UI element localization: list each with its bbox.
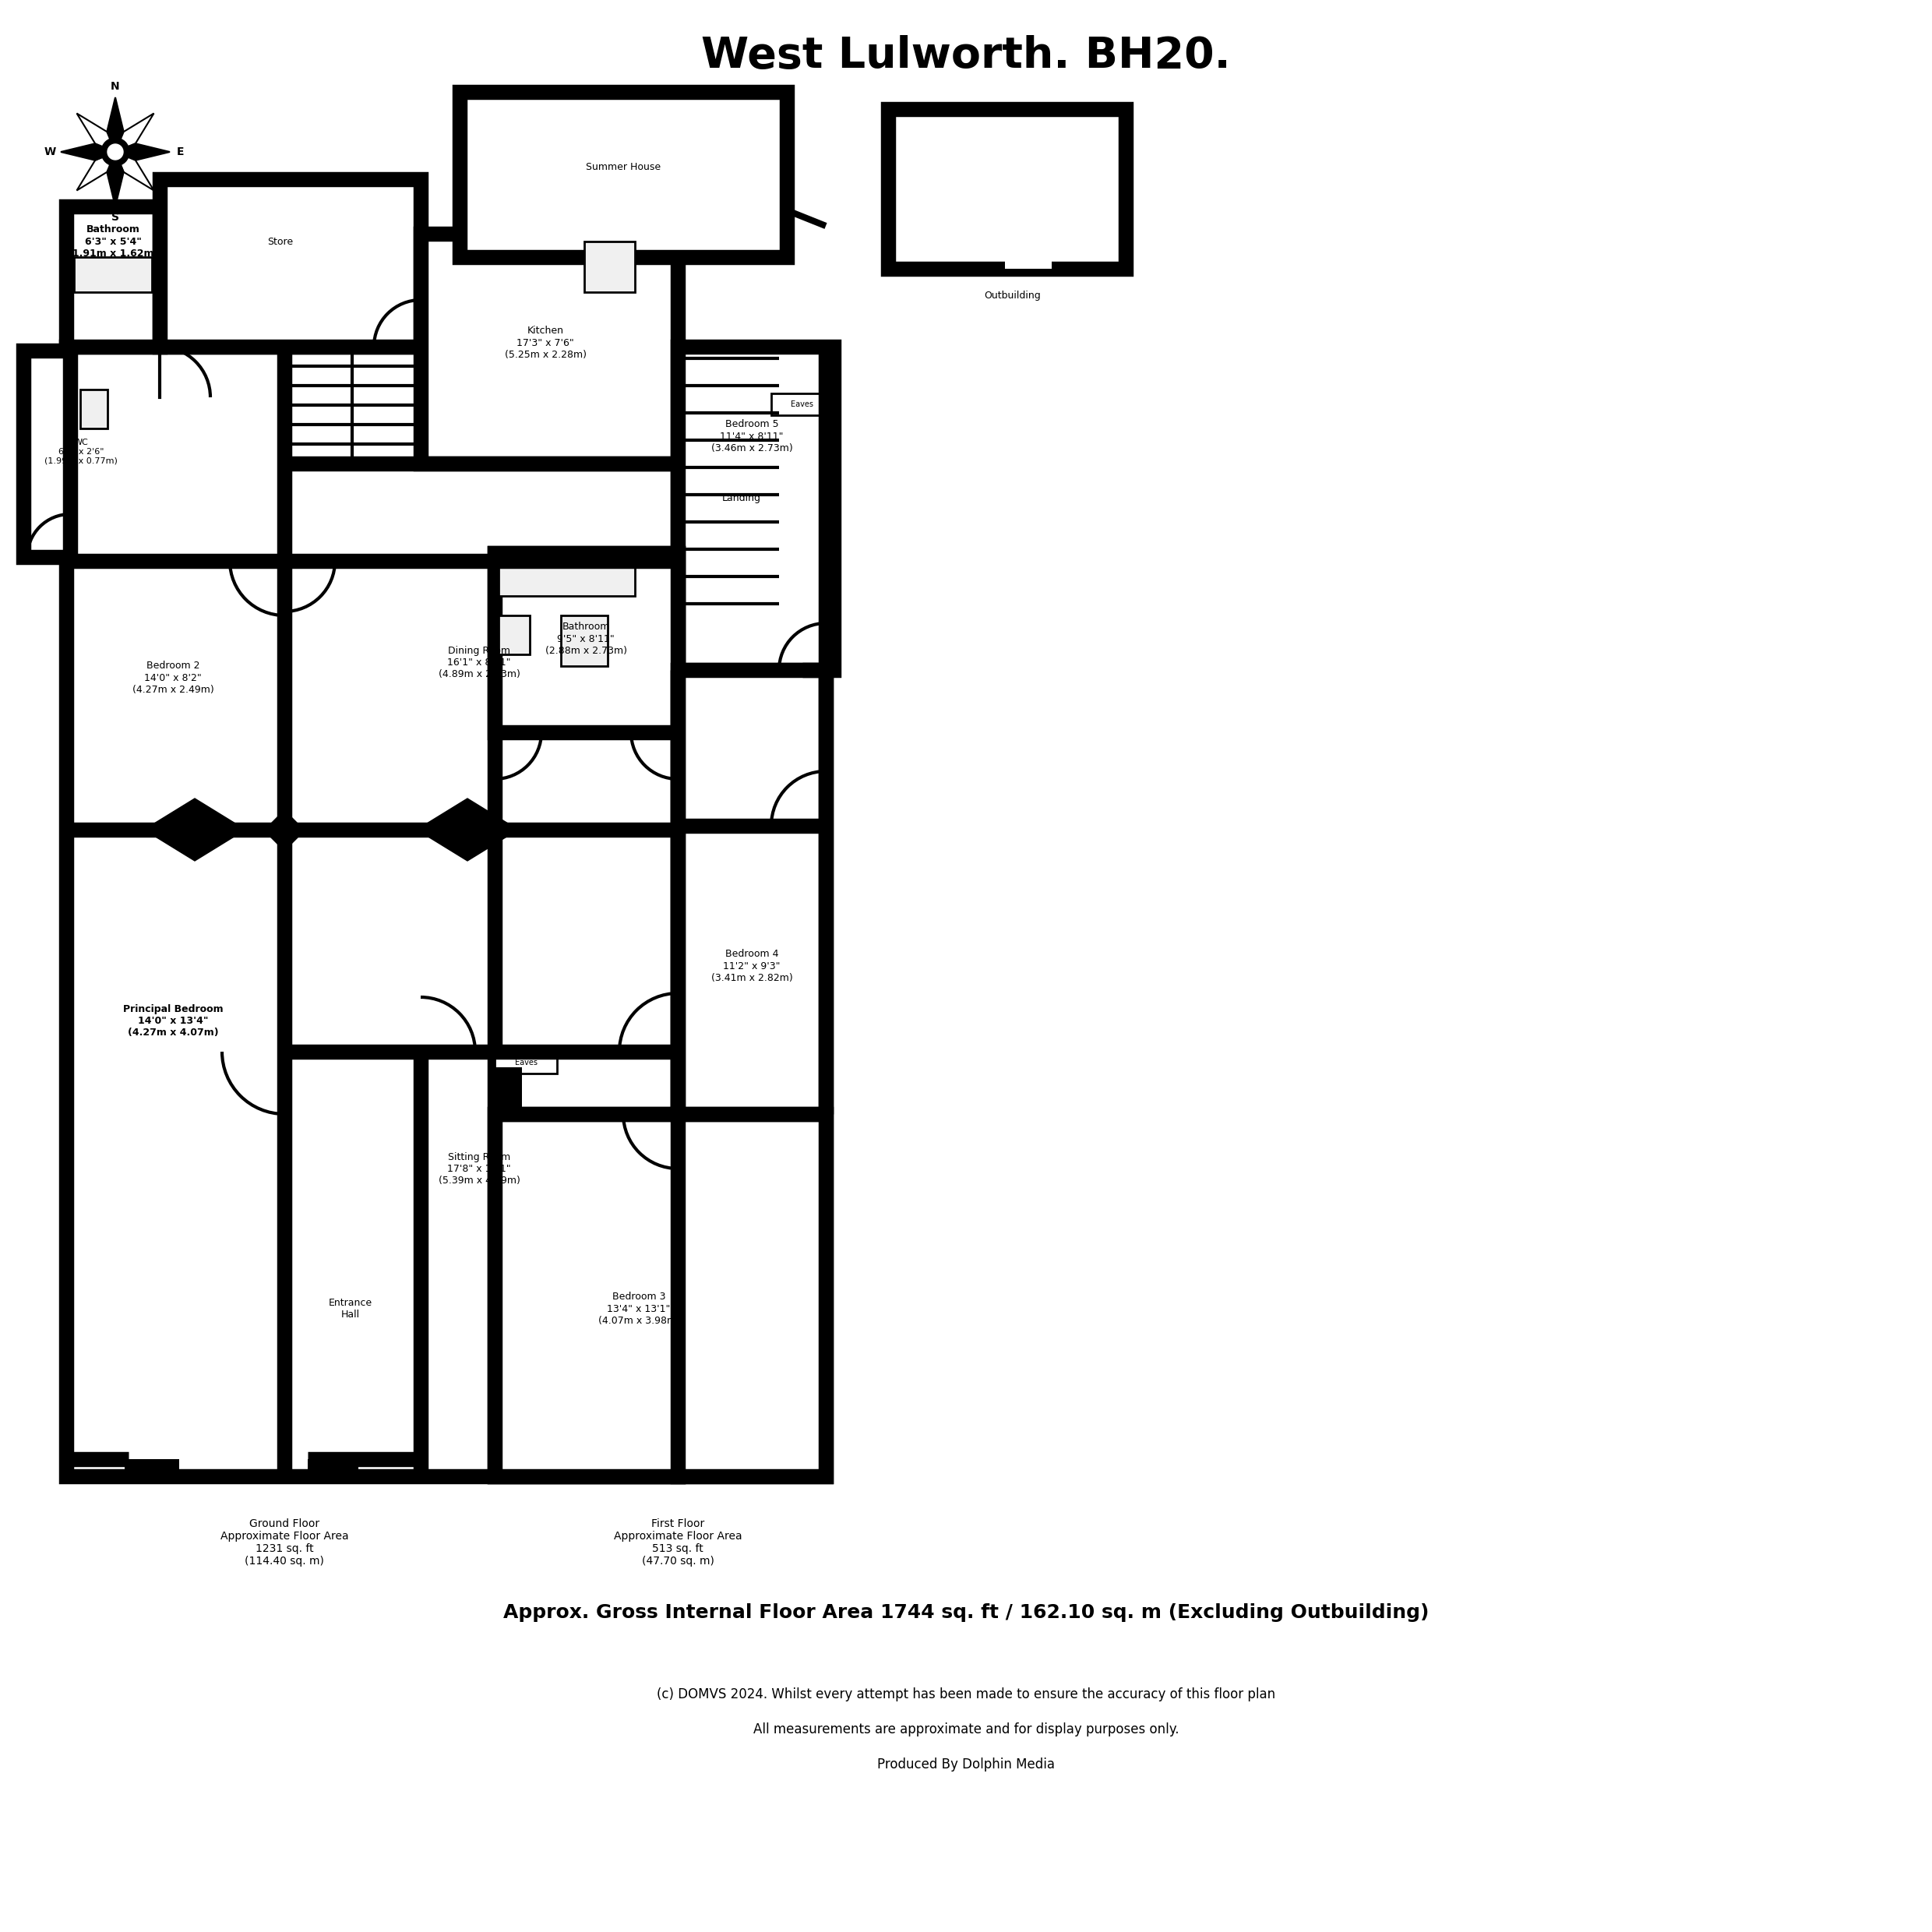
Text: All measurements are approximate and for display purposes only.: All measurements are approximate and for… bbox=[753, 1723, 1179, 1737]
Text: First Floor
Approximate Floor Area
513 sq. ft
(47.70 sq. m): First Floor Approximate Floor Area 513 s… bbox=[614, 1519, 742, 1567]
Polygon shape bbox=[278, 1470, 290, 1482]
Text: West Lulworth. BH20.: West Lulworth. BH20. bbox=[701, 35, 1231, 77]
Polygon shape bbox=[145, 798, 245, 862]
Text: Eaves: Eaves bbox=[790, 400, 813, 408]
Text: Approx. Gross Internal Floor Area 1744 sq. ft / 162.10 sq. m (Excluding Outbuild: Approx. Gross Internal Floor Area 1744 s… bbox=[502, 1604, 1430, 1623]
Bar bbox=[498, 616, 529, 655]
Bar bbox=[498, 560, 636, 595]
Bar bbox=[495, 1051, 556, 1074]
Bar bbox=[160, 180, 421, 346]
Bar bbox=[771, 394, 833, 415]
Bar bbox=[678, 670, 825, 1476]
Text: Entrance
Hall: Entrance Hall bbox=[328, 1298, 373, 1320]
Polygon shape bbox=[116, 153, 155, 191]
Polygon shape bbox=[77, 114, 116, 153]
Bar bbox=[66, 346, 678, 1476]
Polygon shape bbox=[265, 810, 303, 850]
Polygon shape bbox=[819, 1107, 833, 1121]
Text: Eaves: Eaves bbox=[514, 1059, 537, 1066]
Text: Outbuilding: Outbuilding bbox=[985, 292, 1041, 301]
Text: Ground Floor
Approximate Floor Area
1231 sq. ft
(114.40 sq. m): Ground Floor Approximate Floor Area 1231… bbox=[220, 1519, 348, 1567]
Bar bbox=[126, 1459, 180, 1480]
Polygon shape bbox=[116, 114, 155, 153]
Text: Summer House: Summer House bbox=[585, 162, 661, 172]
Bar bbox=[495, 1066, 522, 1115]
Text: WC
6'6" x 2'6"
(1.99m x 0.77m): WC 6'6" x 2'6" (1.99m x 0.77m) bbox=[44, 439, 118, 466]
Circle shape bbox=[100, 137, 129, 166]
Polygon shape bbox=[819, 665, 833, 676]
Bar bbox=[889, 108, 1126, 269]
Bar bbox=[495, 1115, 825, 1476]
Text: Bedroom 5
11'4" x 8'11"
(3.46m x 2.73m): Bedroom 5 11'4" x 8'11" (3.46m x 2.73m) bbox=[711, 419, 792, 452]
Text: Landing: Landing bbox=[723, 493, 761, 504]
Polygon shape bbox=[106, 153, 124, 207]
Polygon shape bbox=[489, 1107, 500, 1121]
Text: Kitchen
17'3" x 7'6"
(5.25m x 2.28m): Kitchen 17'3" x 7'6" (5.25m x 2.28m) bbox=[504, 327, 585, 359]
Polygon shape bbox=[60, 1470, 73, 1482]
Text: W: W bbox=[44, 147, 56, 156]
Text: S: S bbox=[112, 213, 120, 222]
Bar bbox=[81, 390, 108, 429]
Bar bbox=[678, 346, 833, 670]
Polygon shape bbox=[489, 1470, 500, 1482]
Text: Principal Bedroom
14'0" x 13'4"
(4.27m x 4.07m): Principal Bedroom 14'0" x 13'4" (4.27m x… bbox=[124, 1005, 222, 1037]
Text: Sitting Room
17'8" x 16'1"
(5.39m x 4.89m): Sitting Room 17'8" x 16'1" (5.39m x 4.89… bbox=[439, 1151, 520, 1186]
Polygon shape bbox=[489, 726, 500, 738]
Bar bbox=[73, 257, 153, 292]
Bar bbox=[560, 616, 609, 667]
Text: Bathroom
6'3" x 5'4"
(1.91m x 1.62m): Bathroom 6'3" x 5'4" (1.91m x 1.62m) bbox=[68, 224, 158, 259]
Text: Produced By Dolphin Media: Produced By Dolphin Media bbox=[877, 1758, 1055, 1772]
Text: E: E bbox=[178, 147, 184, 156]
Bar bbox=[421, 234, 678, 464]
Polygon shape bbox=[60, 823, 73, 837]
Polygon shape bbox=[265, 811, 303, 850]
Bar bbox=[66, 207, 160, 346]
Polygon shape bbox=[417, 798, 518, 862]
Bar bbox=[460, 93, 786, 257]
Bar bbox=[495, 553, 678, 1476]
Text: (c) DOMVS 2024. Whilst every attempt has been made to ensure the accuracy of thi: (c) DOMVS 2024. Whilst every attempt has… bbox=[657, 1687, 1275, 1702]
Text: Dining Room
16'1" x 8'11"
(4.89m x 2.73m): Dining Room 16'1" x 8'11" (4.89m x 2.73m… bbox=[439, 645, 520, 678]
Text: N: N bbox=[110, 81, 120, 93]
Polygon shape bbox=[60, 143, 116, 160]
Bar bbox=[583, 242, 636, 292]
Polygon shape bbox=[60, 554, 73, 568]
Polygon shape bbox=[672, 1470, 684, 1482]
Polygon shape bbox=[106, 97, 124, 153]
Bar bbox=[23, 350, 70, 556]
Text: Bedroom 4
11'2" x 9'3"
(3.41m x 2.82m): Bedroom 4 11'2" x 9'3" (3.41m x 2.82m) bbox=[711, 949, 792, 983]
Text: Bedroom 2
14'0" x 8'2"
(4.27m x 2.49m): Bedroom 2 14'0" x 8'2" (4.27m x 2.49m) bbox=[131, 661, 214, 694]
Bar bbox=[1005, 253, 1051, 269]
Text: Bedroom 3
13'4" x 13'1"
(4.07m x 3.98m): Bedroom 3 13'4" x 13'1" (4.07m x 3.98m) bbox=[597, 1293, 680, 1325]
Text: Store: Store bbox=[267, 236, 294, 247]
Polygon shape bbox=[116, 143, 170, 160]
Polygon shape bbox=[672, 458, 684, 469]
Polygon shape bbox=[77, 153, 116, 191]
Text: Bathroom
9'5" x 8'11"
(2.88m x 2.73m): Bathroom 9'5" x 8'11" (2.88m x 2.73m) bbox=[545, 622, 626, 655]
Circle shape bbox=[108, 145, 124, 160]
Bar bbox=[495, 553, 678, 732]
Bar bbox=[307, 1459, 357, 1480]
Polygon shape bbox=[60, 1045, 73, 1059]
